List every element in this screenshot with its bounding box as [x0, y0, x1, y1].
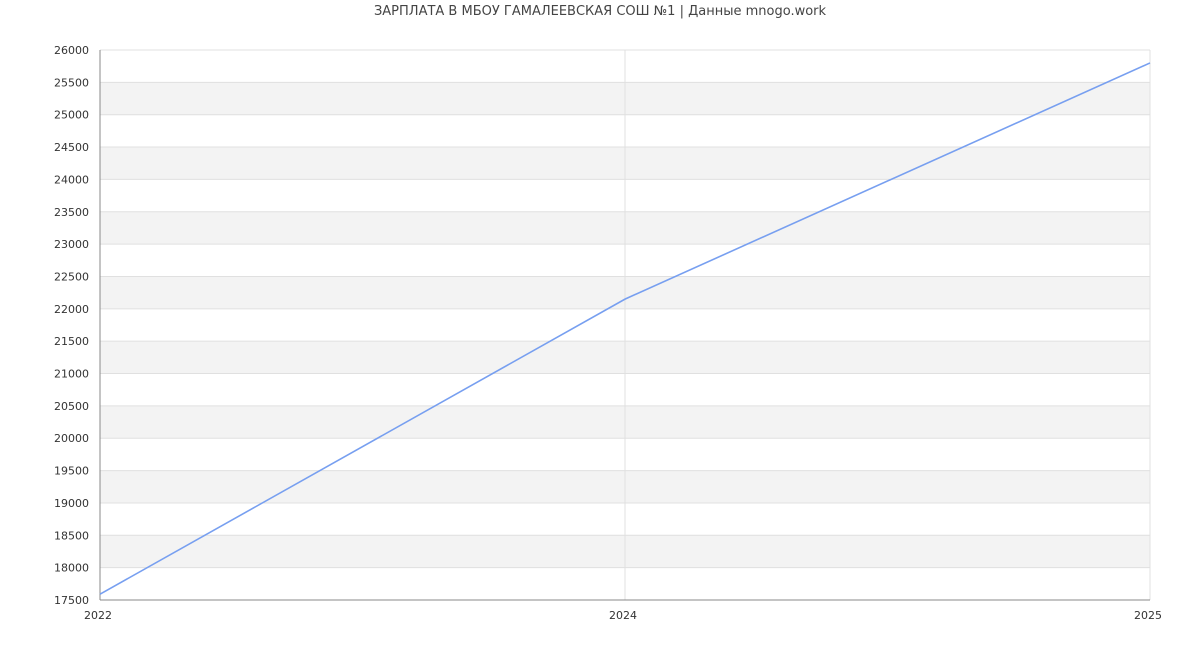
- y-tick-label: 19000: [54, 497, 89, 510]
- y-tick-label: 26000: [54, 44, 89, 57]
- y-tick-label: 23000: [54, 238, 89, 251]
- y-tick-label: 23500: [54, 206, 89, 219]
- y-tick-label: 25000: [54, 109, 89, 122]
- y-tick-label: 18000: [54, 562, 89, 575]
- y-tick-label: 24500: [54, 141, 89, 154]
- y-tick-label: 21000: [54, 368, 89, 381]
- y-tick-label: 25500: [54, 76, 89, 89]
- x-tick-label: 2024: [609, 609, 637, 622]
- x-tick-label: 2025: [1134, 609, 1162, 622]
- y-tick-label: 20000: [54, 432, 89, 445]
- y-tick-label: 18500: [54, 529, 89, 542]
- y-tick-label: 22000: [54, 303, 89, 316]
- chart-title: ЗАРПЛАТА В МБОУ ГАМАЛЕЕВСКАЯ СОШ №1 | Да…: [373, 4, 827, 19]
- y-tick-label: 24000: [54, 173, 89, 186]
- series-line: [99, 62, 1151, 595]
- y-tick-label: 22500: [54, 270, 89, 283]
- x-tick-label: 2022: [84, 609, 112, 622]
- y-tick-label: 20500: [54, 400, 89, 413]
- y-tick-label: 21500: [54, 335, 89, 348]
- y-tick-label: 17500: [54, 594, 89, 607]
- y-tick-label: 19500: [54, 465, 89, 478]
